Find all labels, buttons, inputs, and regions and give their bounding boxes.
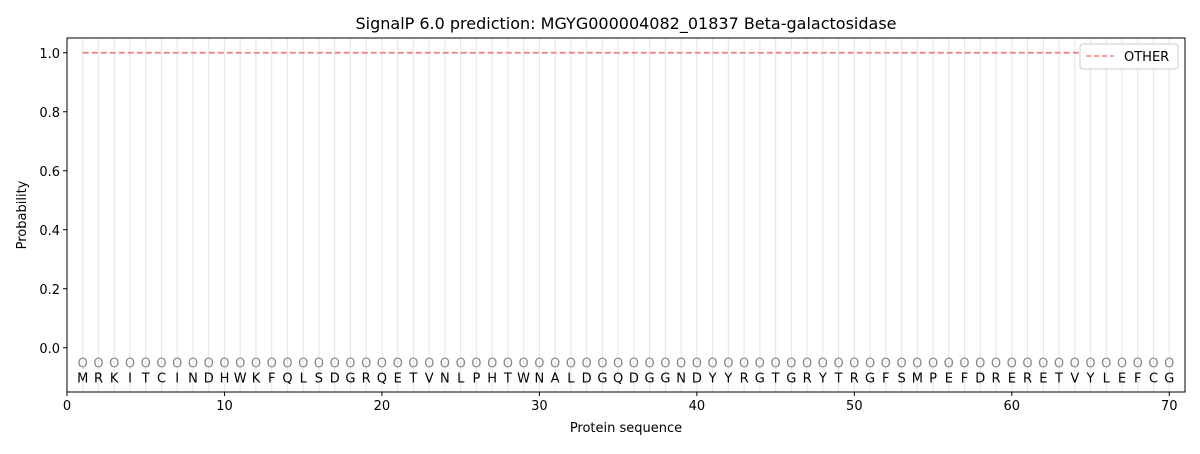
legend-label-other: OTHER: [1124, 50, 1169, 65]
legend: OTHER: [1079, 43, 1179, 70]
x-tick-label: 70: [1161, 399, 1178, 414]
axes: 0 10 20 30 40 50 60 70 0.0 0.2 0.4 0.6 0.8 1.0: [39, 47, 1177, 414]
x-tick-label: 30: [531, 399, 548, 414]
legend-box: [1079, 43, 1179, 70]
residue-sequence: MRKITCINDHWKFQLSDGRQETVNLPHTWNALDGQDGGND…: [77, 371, 1174, 386]
y-tick-label: 0.8: [39, 106, 60, 121]
plot-frame: [66, 37, 1186, 393]
y-axis-label: Probability: [15, 180, 30, 249]
predicted-labels: OOOOOOOOOOOOOOOOOOOOOOOOOOOOOOOOOOOOOOOO…: [78, 357, 1175, 372]
x-axis-label: Protein sequence: [570, 421, 682, 436]
y-tick-label: 0.4: [39, 224, 60, 239]
x-tick-label: 60: [1004, 399, 1021, 414]
x-tick-label: 20: [374, 399, 391, 414]
x-tick-label: 40: [689, 399, 706, 414]
chart-title: SignalP 6.0 prediction: MGYG000004082_01…: [355, 14, 896, 34]
x-tick-label: 10: [216, 399, 233, 414]
grid: [82, 38, 1170, 392]
y-tick-label: 0.2: [39, 283, 60, 298]
y-tick-label: 1.0: [39, 47, 60, 62]
y-tick-label: 0.0: [39, 342, 60, 357]
y-tick-label: 0.6: [39, 165, 60, 180]
x-tick-label: 50: [846, 399, 863, 414]
sequence-layer: OOOOOOOOOOOOOOOOOOOOOOOOOOOOOOOOOOOOOOOO…: [77, 357, 1174, 387]
x-tick-label: 0: [63, 399, 71, 414]
